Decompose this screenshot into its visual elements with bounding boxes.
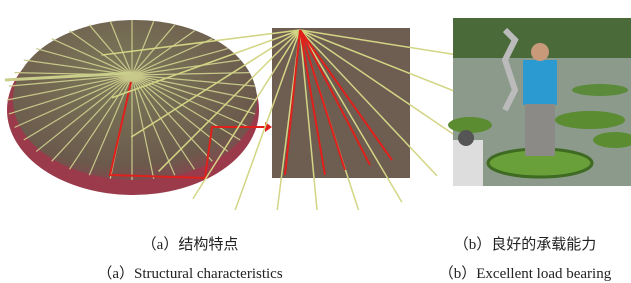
helper (453, 140, 483, 186)
person-shirt (523, 60, 557, 105)
figure: （a）结构特点 （a）Structural characteristics （b… (0, 0, 631, 283)
lily-pad (572, 84, 628, 96)
lily-pad (555, 111, 625, 129)
lily-pad (448, 117, 492, 133)
caption-zh: （b）良好的承载能力 (454, 233, 597, 254)
person-pants (525, 104, 555, 156)
caption-zh: （a）结构特点 (142, 233, 239, 254)
figure-images (0, 0, 631, 210)
helper-head (458, 130, 474, 146)
caption-en: （a）Structural characteristics (97, 262, 282, 283)
caption-en: （b）Excellent load bearing (439, 262, 611, 283)
person-head (531, 43, 549, 61)
